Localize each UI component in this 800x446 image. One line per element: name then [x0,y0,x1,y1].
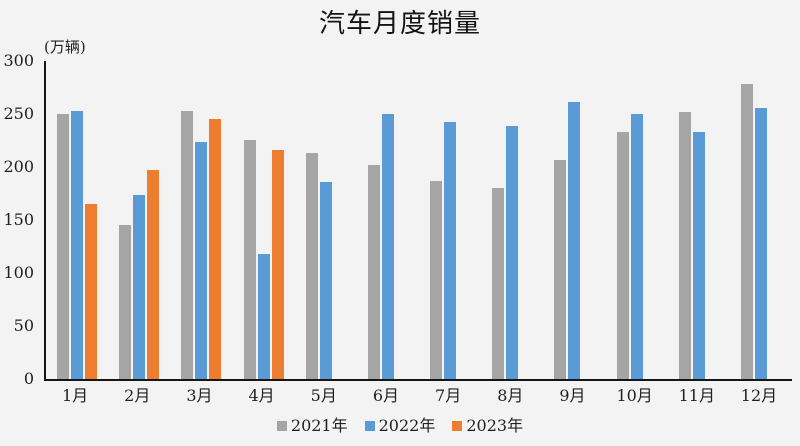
legend-swatch-2023 [452,420,463,431]
x-label-m6: 6月 [372,386,400,405]
x-label-m4: 4月 [248,386,275,405]
bar-group-m12 [730,61,792,379]
y-tick-label-250: 250 [3,104,34,123]
x-label-m5: 5月 [310,386,337,405]
legend-item-2021: 2021年 [276,416,348,435]
bar-2022-m10 [630,113,643,379]
bar-2022-m6 [381,113,394,379]
bar-2021-m2 [119,224,132,379]
bar-group-m8 [481,61,543,379]
bar-2021-m7 [430,181,443,379]
bar-2021-m5 [305,153,318,379]
bar-2023-m2 [147,169,160,379]
x-label-m2: 2月 [124,386,151,405]
y-tick-label-50: 50 [13,316,34,335]
bar-2022-m9 [568,102,581,379]
bar-group-m9 [543,61,605,379]
x-label-m10: 10月 [616,386,653,405]
bar-2022-m12 [754,107,767,379]
bar-group-m10 [606,61,668,379]
bar-group-m6 [357,61,419,379]
bar-group-m11 [668,61,730,379]
bar-group-m7 [419,61,481,379]
bar-2021-m3 [181,111,194,379]
bar-2022-m11 [692,132,705,379]
bar-2021-m6 [367,165,380,379]
bar-2021-m9 [554,159,567,379]
bar-group-m3 [170,61,232,379]
y-tick-label-100: 100 [3,263,34,282]
y-axis-unit-label: (万辆) [44,38,86,56]
legend-label-2023: 2023年 [466,416,524,435]
y-tick-label-300: 300 [3,51,34,70]
plot-area [44,61,792,381]
bar-2022-m2 [133,194,146,379]
legend-label-2021: 2021年 [290,416,348,435]
x-label-m1: 1月 [61,386,89,405]
bar-group-m5 [295,61,357,379]
bar-2022-m5 [319,181,332,379]
bar-2023-m4 [271,150,284,379]
legend-item-2023: 2023年 [452,416,523,435]
x-label-m8: 8月 [497,386,524,405]
legend-item-2022: 2022年 [364,416,436,435]
bar-2023-m3 [209,119,222,379]
bar-2021-m4 [243,140,256,379]
x-label-m9: 9月 [559,386,586,405]
x-label-m11: 11月 [678,386,715,405]
bar-2021-m1 [57,113,70,379]
legend-label-2022: 2022年 [378,416,436,435]
bar-2021-m10 [616,131,629,379]
bar-group-m2 [108,61,170,379]
bar-group-m4 [233,61,295,379]
y-tick-label-150: 150 [3,210,34,229]
bar-groups [46,61,792,379]
bar-2022-m7 [444,122,457,379]
bar-2022-m8 [506,126,519,379]
bar-2021-m11 [678,111,691,379]
bar-2022-m3 [195,142,208,379]
bar-2022-m4 [257,253,270,379]
x-label-m7: 7月 [435,386,462,405]
y-tick-label-200: 200 [3,157,34,176]
legend: 2021年 2022年 2023年 [0,416,800,435]
bar-2021-m8 [492,188,505,379]
bar-2021-m12 [740,83,753,379]
bar-2023-m1 [85,204,98,379]
legend-swatch-2021 [276,420,287,431]
x-label-m3: 3月 [186,386,213,405]
y-tick-label-0: 0 [23,369,34,388]
x-label-m12: 12月 [740,386,778,405]
chart-title: 汽车月度销量 [318,9,481,39]
bar-group-m1 [46,61,108,379]
x-axis-labels: 1月 2月 3月 4月 5月 6月 7月 8月 9月 10月 11月 12月 [44,386,790,406]
legend-swatch-2022 [364,420,375,431]
bar-2022-m1 [71,110,84,379]
